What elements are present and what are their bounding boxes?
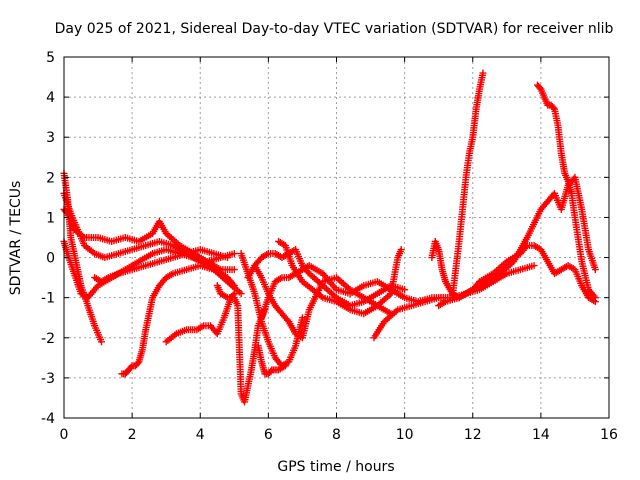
x-tick-label: 0 — [60, 427, 69, 443]
data-point — [298, 314, 306, 322]
data-point — [237, 290, 245, 298]
x-tick-label: 14 — [532, 427, 550, 443]
data-point — [549, 104, 557, 112]
y-tick-label: 1 — [46, 210, 55, 226]
x-tick-label: 12 — [464, 427, 482, 443]
x-axis-label: GPS time / hours — [277, 459, 394, 475]
x-tick-label: 16 — [600, 427, 618, 443]
data-point — [224, 254, 231, 262]
x-tick-label: 6 — [264, 427, 273, 443]
x-tick-label: 8 — [332, 427, 341, 443]
y-tick-label: 0 — [46, 251, 55, 267]
y-tick-label: 4 — [46, 90, 55, 106]
data-point — [590, 292, 598, 300]
y-axis-label: SDTVAR / TECUs — [8, 181, 24, 296]
x-tick-label: 4 — [196, 427, 205, 443]
data-point — [591, 294, 599, 302]
chart-title: Day 025 of 2021, Sidereal Day-to-day VTE… — [55, 21, 614, 37]
x-tick-label: 2 — [128, 427, 137, 443]
data-point — [530, 262, 538, 270]
data-point — [401, 286, 409, 294]
data-point — [479, 69, 487, 77]
y-tick-label: 2 — [46, 170, 55, 186]
data-point — [230, 266, 238, 274]
y-tick-label: -1 — [41, 291, 55, 307]
y-tick-label: 3 — [46, 130, 55, 146]
y-tick-label: -2 — [41, 331, 55, 347]
data-point — [281, 362, 289, 370]
y-tick-label: -3 — [41, 371, 55, 387]
x-tick-label: 10 — [396, 427, 414, 443]
y-tick-label: 5 — [46, 50, 55, 66]
data-point — [230, 250, 238, 258]
x-tick-labels: 0 2 4 6 8 10 12 14 16 — [60, 427, 618, 443]
y-tick-labels: -4 -3 -2 -1 0 1 2 3 4 5 — [41, 50, 55, 427]
data-point — [97, 338, 105, 346]
data-point — [397, 246, 405, 254]
data-point — [283, 316, 291, 324]
axis-ticks — [63, 56, 610, 419]
data-point — [229, 280, 237, 288]
y-tick-label: -4 — [41, 411, 55, 427]
data-point — [230, 282, 238, 290]
data-points — [60, 69, 599, 406]
data-point — [591, 266, 599, 274]
